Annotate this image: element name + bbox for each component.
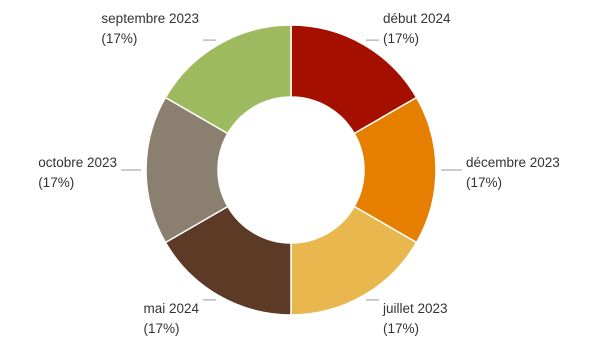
slice-labels: début 2024 (17%) décembre 2023 (17%) juillet… [38, 11, 560, 336]
donut-slices [145, 24, 437, 316]
slice-label-4: octobre 2023 [38, 155, 117, 170]
slice-label-2: juillet 2023 [382, 301, 448, 316]
slice-label-5: septembre 2023 [101, 11, 199, 26]
slice-percent-label-1: (17%) [466, 175, 502, 190]
slice-percent-label-5: (17%) [101, 31, 137, 46]
slice-label-1: décembre 2023 [466, 155, 560, 170]
slice-percent-label-2: (17%) [383, 321, 419, 336]
donut-slice-4[interactable] [145, 96, 229, 244]
donut-slice-1[interactable] [353, 96, 437, 244]
leader-lines [121, 39, 462, 301]
slice-percent-label-3: (17%) [143, 321, 179, 336]
slice-label-3: mai 2024 [143, 301, 199, 316]
donut-slice-3[interactable] [164, 205, 292, 316]
donut-slice-5[interactable] [164, 24, 292, 135]
slice-percent-label-0: (17%) [383, 31, 419, 46]
slice-label-0: début 2024 [383, 11, 451, 26]
donut-slice-2[interactable] [290, 205, 418, 316]
slice-percent-label-4: (17%) [38, 175, 74, 190]
donut-slice-0[interactable] [290, 24, 418, 135]
